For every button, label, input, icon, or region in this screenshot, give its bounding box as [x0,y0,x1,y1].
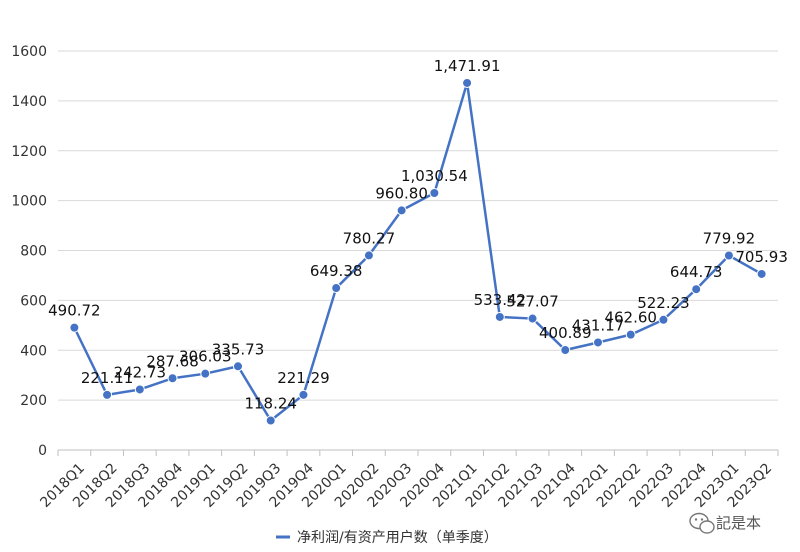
data-label: 649.38 [310,262,363,280]
data-label: 462.60 [604,309,657,327]
data-point [167,373,178,384]
y-tick-label: 400 [20,343,47,359]
y-tick-label: 800 [20,244,47,260]
data-label: 960.80 [375,184,428,202]
data-point [691,284,702,295]
data-label: 522.23 [637,294,690,312]
data-point [658,314,669,325]
legend: 净利润/有资产用户数（单季度） [276,529,498,546]
data-label: 335.73 [212,340,265,358]
x-axis: 2018Q12018Q22018Q32018Q42019Q12019Q22019… [37,450,779,511]
data-point [560,345,571,356]
gridlines [58,50,778,451]
data-point [363,250,374,261]
data-label: 1,030.54 [401,167,468,185]
series-line [73,81,763,422]
legend-label: 净利润/有资产用户数（单季度） [297,529,498,546]
wechat-icon [689,512,715,534]
data-point [429,188,440,199]
data-point [233,361,243,372]
data-label: 242.73 [114,363,167,381]
y-tick-label: 0 [38,443,47,459]
data-point [756,268,767,279]
data-point [102,389,113,400]
data-point [265,415,276,426]
data-label: 779.92 [703,230,756,248]
data-label: 118.24 [244,395,297,413]
data-point [134,384,145,395]
data-label: 287.68 [146,352,199,370]
data-point [593,337,603,348]
y-tick-label: 600 [20,293,47,309]
data-label: 780.27 [343,229,396,247]
data-label: 527.07 [506,293,559,311]
data-label: 221.29 [277,369,330,387]
y-axis: 0 200 400 600 800 1000 1200 1400 1600 [11,44,47,459]
data-label: 644.73 [670,263,723,281]
y-tick-label: 1200 [11,144,47,160]
data-point [298,389,309,400]
data-point [200,368,211,379]
data-point [396,205,407,216]
data-point [462,77,473,88]
data-label: 533.42 [474,291,527,309]
y-tick-label: 1000 [11,194,47,210]
y-tick-label: 1400 [11,94,47,110]
data-point [494,311,505,322]
data-label: 306.03 [179,348,232,366]
y-tick-label: 1600 [11,44,47,60]
data-label: 221.11 [81,369,134,387]
data-label: 400.89 [539,324,592,342]
data-label: 490.72 [48,302,101,320]
watermark-text: 記是本 [716,514,761,532]
data-label: 1,471.91 [434,57,501,75]
series-layer [69,77,767,426]
data-point [69,322,80,333]
watermark: 記是本 [689,512,761,534]
y-tick-label: 200 [20,393,47,409]
data-point [723,250,734,261]
data-point [331,283,342,294]
data-point [527,313,538,324]
data-label: 705.93 [735,248,788,266]
data-point [625,329,636,340]
data-label: 431.17 [572,316,625,334]
